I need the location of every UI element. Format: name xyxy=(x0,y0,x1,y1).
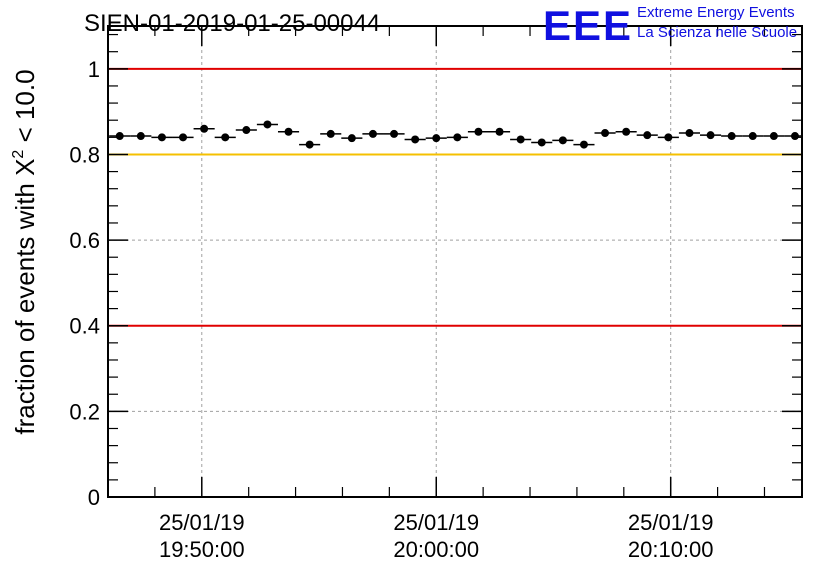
data-point xyxy=(790,132,799,141)
y-tick-label: 0.2 xyxy=(69,399,100,424)
eee-logo: EEE xyxy=(543,2,634,49)
data-point xyxy=(411,135,420,144)
data-point xyxy=(664,133,673,142)
data-point xyxy=(579,140,588,149)
x-tick-time: 20:00:00 xyxy=(393,537,479,562)
data-point xyxy=(157,133,166,142)
y-tick-label: 1 xyxy=(88,57,100,82)
data-point xyxy=(516,135,525,144)
x-tick-time: 19:50:00 xyxy=(159,537,245,562)
data-point xyxy=(390,129,399,138)
data-point xyxy=(305,140,314,149)
plot-frame xyxy=(107,25,803,498)
data-point xyxy=(326,129,335,138)
data-point xyxy=(368,129,377,138)
data-point xyxy=(221,133,230,142)
data-point xyxy=(453,133,462,142)
grid-lines xyxy=(108,26,802,497)
data-point xyxy=(284,127,293,136)
data-point xyxy=(242,126,251,135)
x-tick-date: 25/01/19 xyxy=(628,510,714,535)
y-tick-label: 0.4 xyxy=(69,314,100,339)
data-point xyxy=(136,132,145,141)
logo-line-1: Extreme Energy Events xyxy=(637,4,795,21)
data-point xyxy=(727,132,736,141)
tick-labels: 00.20.40.60.8125/01/1919:50:0025/01/1920… xyxy=(69,57,713,562)
logo-line-2: La Scienza nelle Scuole xyxy=(637,24,798,41)
x-tick-time: 20:10:00 xyxy=(628,537,714,562)
y-axis-label-suffix: < 10.0 xyxy=(10,69,40,149)
data-point xyxy=(263,120,272,129)
data-point xyxy=(537,138,546,147)
run-title: SIEN-01-2019-01-25-00044 xyxy=(84,10,381,37)
axis-ticks xyxy=(108,26,802,498)
y-axis-label-prefix: fraction of events with xyxy=(10,176,40,435)
data-point xyxy=(347,134,356,143)
data-point xyxy=(495,127,504,136)
data-point xyxy=(200,124,209,133)
reference-lines xyxy=(108,67,802,327)
data-point xyxy=(685,129,694,138)
data-point xyxy=(769,132,778,141)
data-point xyxy=(706,131,715,140)
y-axis-label-superscript: 2 xyxy=(10,150,27,159)
data-point xyxy=(179,133,188,142)
data-point xyxy=(558,136,567,145)
x-tick-date: 25/01/19 xyxy=(159,510,245,535)
data-point xyxy=(432,134,441,143)
y-tick-label: 0 xyxy=(88,485,100,510)
data-point xyxy=(748,132,757,141)
y-tick-label: 0.6 xyxy=(69,228,100,253)
y-tick-label: 0.8 xyxy=(69,142,100,167)
data-point xyxy=(474,127,483,136)
y-axis-label-symbol: X xyxy=(10,159,40,176)
y-axis-label: fraction of events with X2 < 10.0 xyxy=(10,69,40,434)
data-point xyxy=(622,127,631,136)
data-points xyxy=(109,120,802,149)
x-tick-date: 25/01/19 xyxy=(393,510,479,535)
data-point xyxy=(643,131,652,140)
data-point xyxy=(115,132,124,141)
data-point xyxy=(601,129,610,138)
